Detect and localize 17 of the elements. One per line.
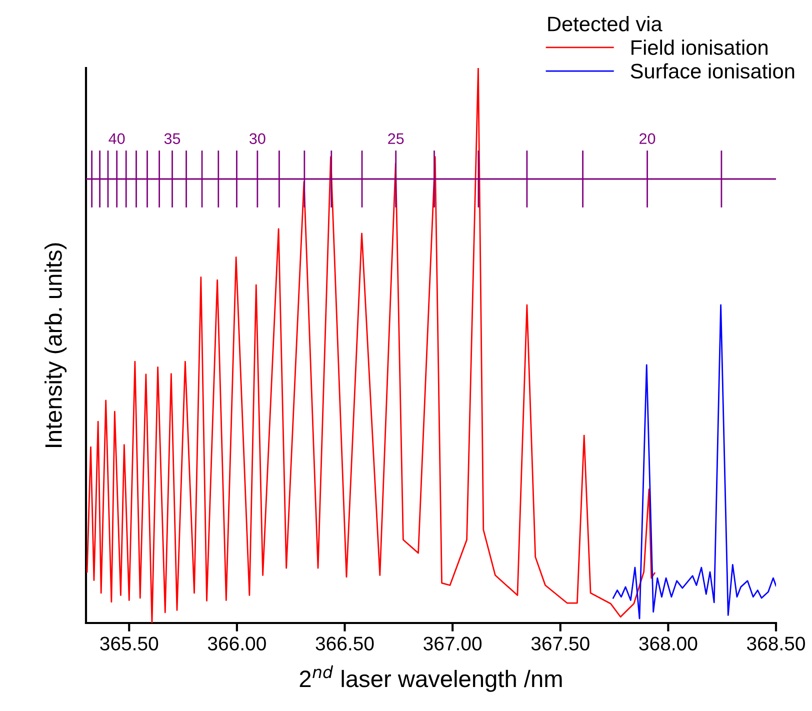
annotation: 30 [250, 133, 266, 144]
y-axis-title: Intensity (arb. units) [44, 243, 67, 447]
x-tick-label: 367.00 [424, 636, 482, 650]
x-tick-label: 367.50 [531, 636, 590, 650]
x-axis-title: 2$^{nd}$ laser wavelength /nm [300, 665, 562, 692]
legend-label: Field ionisation [632, 40, 768, 55]
annotation: 40 [108, 133, 125, 144]
x-tick-label: 368.50 [747, 636, 805, 650]
x-tick-label: 365.50 [100, 636, 158, 650]
legend-label: Surface ionisation [630, 63, 794, 79]
annotation: 20 [640, 133, 656, 144]
annotation: 35 [164, 133, 180, 144]
x-tick-label: 368.00 [639, 636, 698, 650]
annotation: 25 [388, 133, 404, 144]
x-tick-label: 366.00 [208, 636, 266, 650]
legend-title: Detected via [548, 16, 662, 32]
x-tick-label: 366.50 [316, 636, 374, 650]
